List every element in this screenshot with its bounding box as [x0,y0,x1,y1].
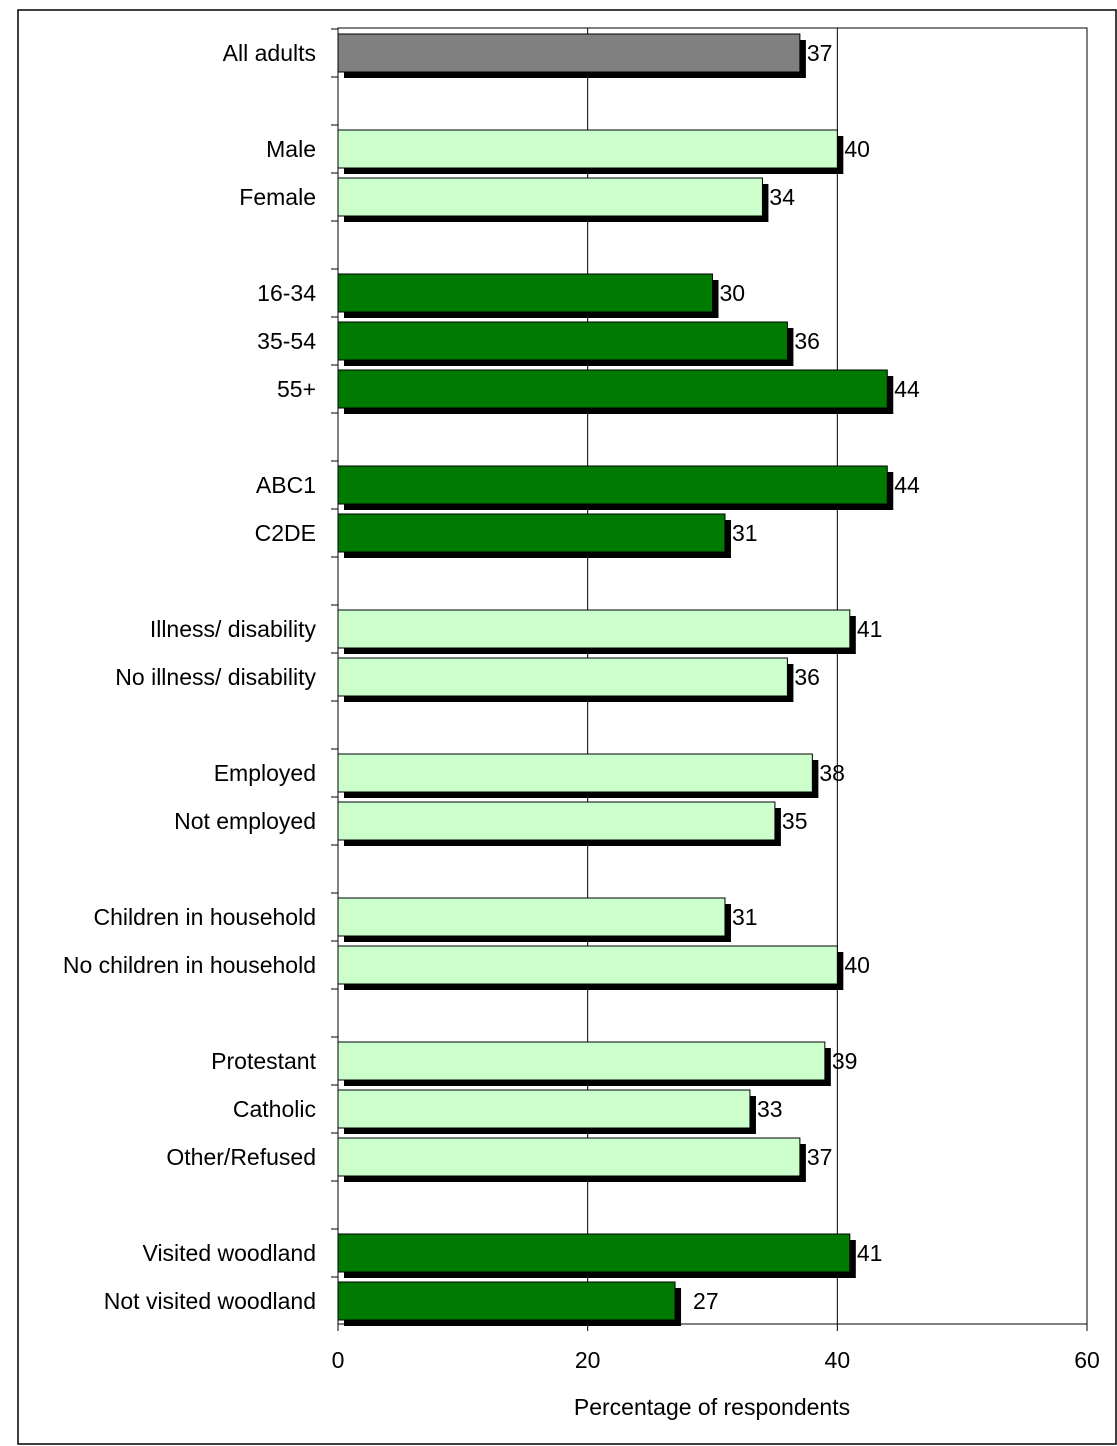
data-label: 27 [693,1288,719,1314]
data-label: 34 [769,184,795,210]
bar [337,801,776,841]
bar [337,177,763,217]
data-label: 36 [794,664,820,690]
bars [337,33,894,1326]
data-label: 40 [844,136,870,162]
bar [337,609,851,649]
category-label: All adults [223,40,316,66]
data-label: 37 [807,40,833,66]
data-label: 41 [857,616,883,642]
chart-border [17,9,1117,1445]
x-axis-title: Percentage of respondents [574,1394,850,1420]
data-label: 40 [844,952,870,978]
bar [337,1137,801,1177]
category-label: Not employed [174,808,316,834]
bar [337,129,838,169]
category-label: C2DE [255,520,316,546]
category-label: Not visited woodland [104,1288,316,1314]
bar [337,465,888,505]
category-label: Male [266,136,316,162]
category-label: 16-34 [257,280,316,306]
data-label: 36 [794,328,820,354]
labels: 0 20 40 60 All adults 37 Male 40 Female 34 16-34 30… [63,40,1100,1373]
category-label: Illness/ disability [150,616,317,642]
category-label: No children in household [63,952,316,978]
data-label: 44 [894,472,920,498]
data-label: 39 [832,1048,858,1074]
bar [337,513,726,553]
category-label: No illness/ disability [115,664,316,690]
category-label: Female [239,184,316,210]
category-label: Visited woodland [143,1240,316,1266]
data-label: 37 [807,1144,833,1170]
x-tick-label: 60 [1074,1347,1100,1373]
data-label: 33 [757,1096,783,1122]
x-tick-label: 40 [825,1347,851,1373]
category-label: Employed [214,760,316,786]
data-label: 41 [857,1240,883,1266]
category-label: 55+ [277,376,316,402]
data-label: 31 [732,520,758,546]
category-label: Other/Refused [166,1144,316,1170]
bar [337,657,788,697]
bar [337,321,788,361]
bar [337,1041,826,1081]
data-label: 30 [720,280,746,306]
data-label: 38 [819,760,845,786]
data-label: 44 [894,376,920,402]
category-label: Protestant [211,1048,316,1074]
bar [337,897,726,937]
x-tick-label: 0 [332,1347,345,1373]
bar [337,1233,851,1273]
bar [337,33,801,73]
bar [337,369,888,409]
bar [337,945,838,985]
bar [337,273,713,313]
data-label: 31 [732,904,758,930]
category-label: Catholic [233,1096,316,1122]
category-label: Children in household [94,904,317,930]
data-label: 35 [782,808,808,834]
category-label: ABC1 [256,472,316,498]
bar [337,1089,751,1129]
bar [337,1281,676,1321]
x-tick-label: 20 [575,1347,601,1373]
bar [337,753,813,793]
category-label: 35-54 [257,328,316,354]
